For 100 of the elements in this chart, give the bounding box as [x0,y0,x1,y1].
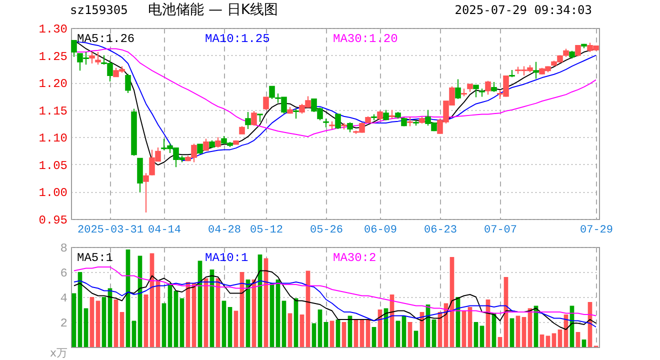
bar [180,298,184,347]
candlestick [293,108,299,120]
text: 2025-07-29 09:34:03 [454,3,592,17]
candlestick [335,113,341,130]
bar [330,320,334,347]
bar [480,326,484,347]
line-series [74,266,596,316]
y-tick-label: 6 [60,266,68,280]
bar [510,318,514,347]
bar [552,333,556,347]
bar [72,293,76,347]
candlestick [533,61,539,80]
bar [360,320,364,347]
y-tick-label: 1.25 [38,50,68,64]
bar [270,283,274,347]
bar [498,337,502,347]
series-label: MA5:1 [77,251,114,265]
candlestick [89,52,95,64]
x-tick-label: 05-26 [310,224,344,236]
bar [336,320,340,347]
x-tick-label: 06-09 [364,224,398,236]
y-tick-label: 2 [60,316,68,330]
x-tick-label: 07-29 [580,224,614,236]
x-tick-label: 06-23 [424,224,458,236]
line-series [74,270,596,330]
text: MA10:1.25 [205,32,270,46]
bar [558,330,562,347]
y-tick-label: 0.95 [38,214,68,228]
bar [300,314,304,347]
series-label: MA5:1.26 [77,32,135,46]
bar [156,280,160,347]
bar [474,322,478,347]
candlestick [473,84,479,98]
bar [144,294,148,347]
series-label: MA10:1 [205,251,248,265]
text: MA30:1.20 [333,32,398,46]
bar [120,312,124,347]
bar [78,272,82,347]
bar [96,300,100,347]
bar [408,322,412,347]
line-series [74,280,596,328]
x-tick-label: 05-12 [250,224,284,236]
y-tick-label: 1.00 [38,186,68,200]
bar [582,340,586,347]
candlestick [377,110,383,121]
bar [372,327,376,347]
bar [396,320,400,347]
bar [324,322,328,347]
bar [234,310,238,347]
bar [84,308,88,347]
bar [516,316,520,347]
bar [288,313,292,347]
y-tick-label: 1.15 [38,104,68,118]
bar [432,320,436,347]
candlestick [263,96,269,110]
bar [222,300,226,347]
y-tick-label: 1.20 [38,77,68,92]
x-tick-label: 2025-03-31 [77,224,144,236]
y-tick-label: 8 [60,242,68,256]
x-tick-label: 04-28 [208,224,242,236]
bar [132,320,136,347]
bar [402,316,406,347]
candlestick [143,172,149,213]
candlestick [485,80,491,96]
chart-title: 电池储能 — 日K线图 [148,1,278,19]
y-tick-label: 4 [60,292,68,306]
bar [126,250,130,347]
bar [174,290,178,347]
bar [312,323,316,347]
x-tick-label: 04-14 [148,224,182,236]
y-tick-label: 1.10 [38,132,68,146]
bar [414,330,418,347]
bar [228,307,232,347]
bar [462,310,466,347]
bar [162,303,166,347]
chart-subtitle: sz159305 [70,3,128,17]
bar [318,310,322,347]
bar [342,322,346,347]
bar [576,332,580,347]
x-tick-label: 07-07 [484,224,518,236]
bar [354,320,358,347]
candlestick [575,44,581,57]
bar [90,297,94,347]
candlestick [347,122,353,133]
candlestick [407,116,413,127]
bar [366,320,370,347]
bar [282,300,286,347]
candlestick [71,40,77,58]
bar [546,336,550,347]
candlestick [245,112,251,130]
candlestick [203,138,209,151]
candlestick [125,73,131,94]
y-axis-title: x万 [50,346,68,360]
bar [114,300,118,347]
bar [102,297,106,347]
candlestick [215,136,221,148]
bar [522,317,526,347]
bar [276,280,280,347]
series-label: MA30:2 [333,251,376,265]
bar [468,307,472,347]
